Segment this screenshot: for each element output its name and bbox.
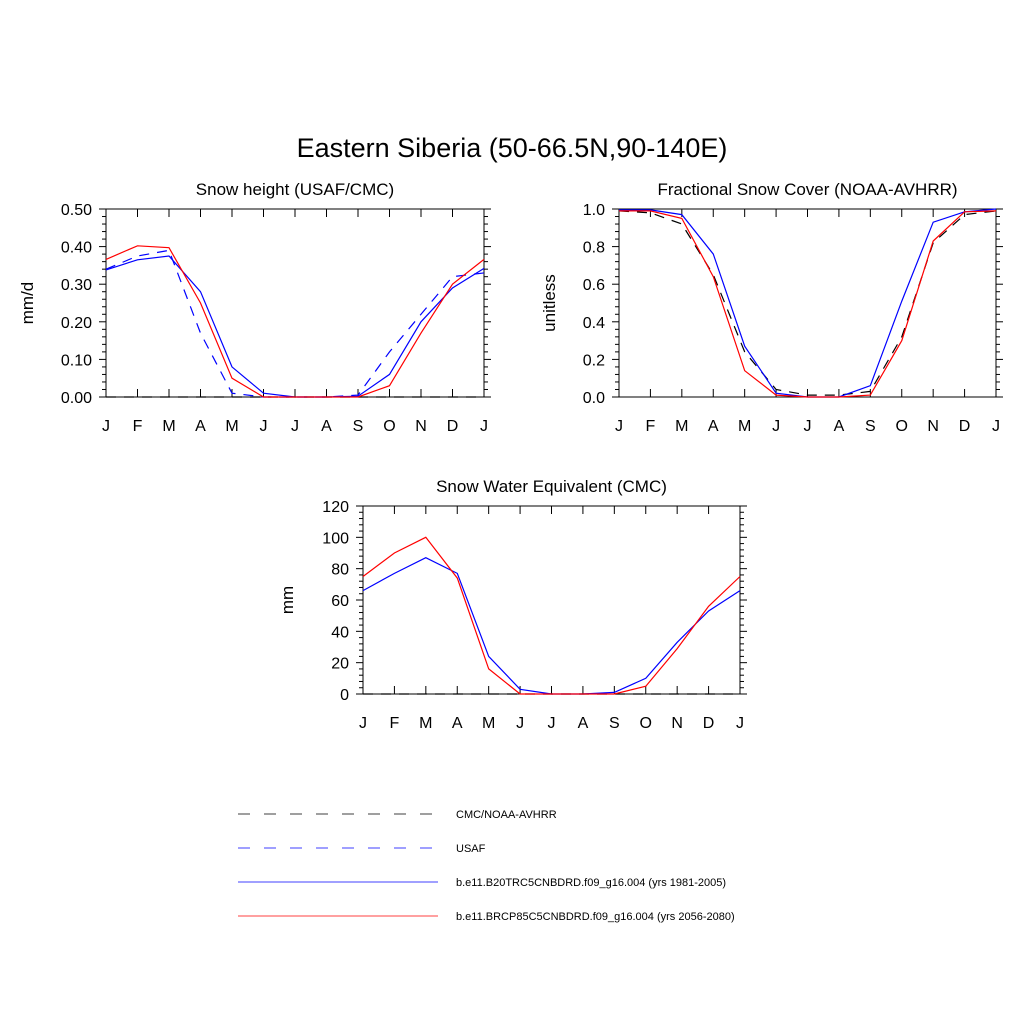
snow-height-xtick-label: N [415,418,427,435]
snow-height-xtick-label: O [383,418,395,435]
swe-ytick-label: 120 [322,499,349,516]
snow-height-xtick-label: J [480,418,488,435]
snow-cover-xtick-label: O [896,418,908,435]
snow-height-xtick-label: M [162,418,175,435]
snow-cover-panel: Fractional Snow Cover (NOAA-AVHRR) unitle… [540,180,1003,435]
snow-height-xtick-label: J [291,418,299,435]
snow-cover-title: Fractional Snow Cover (NOAA-AVHRR) [657,180,957,199]
swe-ylabel: mm [278,586,297,614]
snow-cover-ytick-label: 0.6 [583,277,605,294]
swe-ytick-label: 20 [331,656,349,673]
legend-label-usaf: USAF [456,843,486,855]
swe-xtick-label: A [578,715,589,732]
snow-height-ytick-label: 0.30 [61,277,92,294]
snow-height-panel: Snow height (USAF/CMC)mm/dJ F M A M J J A S O N D J0… [18,180,491,435]
snow-cover-xtick-label: J [992,418,1000,435]
swe-series-line [362,557,741,695]
snow-cover-ytick-label: 0.0 [583,390,605,407]
swe-panel: Snow Water Equivalent (CMC) mm J F M A M J J A S O N… [278,477,747,732]
snow-height-xtick-label: J [102,418,110,435]
snow-cover-series-line [618,210,997,396]
snow-cover-series-line [619,210,997,398]
snow-height-frame [105,208,485,398]
swe-xtick-label: J [548,715,556,732]
snow-height-ytick-label: 0.40 [61,240,92,257]
snow-cover-ylabel: unitless [540,274,559,332]
swe-xtick-label: A [452,715,463,732]
snow-cover-xtick-label: J [615,418,623,435]
swe-ytick-label: 100 [322,530,349,547]
snow-height-xtick-label: J [260,418,268,435]
snow-height-xtick-label: M [225,418,238,435]
swe-series-line [362,536,741,695]
legend-label-cmc: CMC/NOAA-AVHRR [456,809,557,821]
snow-height-xtick-label: S [353,418,364,435]
snow-height-ytick-label: 0.00 [61,390,92,407]
legend-label-rcp: b.e11.BRCP85C5CNBDRD.f09_g16.004 (yrs 20… [456,911,735,923]
snow-cover-xtick-label: A [834,418,845,435]
swe-xtick-label: D [703,715,715,732]
swe-ytick-label: 60 [331,593,349,610]
snow-height-ytick-label: 0.10 [61,352,92,369]
snow-cover-xtick-label: N [927,418,939,435]
snow-height-xtick-label: F [133,418,143,435]
snow-cover-xtick-label: F [646,418,656,435]
snow-height-ytick-label: 0.20 [61,315,92,332]
swe-xtick-label: M [419,715,432,732]
swe-ytick-label: 40 [331,624,349,641]
swe-ytick-label: 80 [331,562,349,579]
snow-height-xtick-label: A [195,418,206,435]
snow-cover-xtick-label: D [959,418,971,435]
legend-label-hist: b.e11.B20TRC5CNBDRD.f09_g16.004 (yrs 198… [456,877,726,889]
snow-height-series-line [105,249,485,398]
snow-cover-xtick-label: M [738,418,751,435]
swe-xtick-label: J [736,715,744,732]
snow-height-title: Snow height (USAF/CMC) [196,180,394,199]
snow-height-xtick-label: D [447,418,459,435]
snow-cover-ytick-label: 0.2 [583,352,605,369]
snow-height-xtick-label: A [321,418,332,435]
snow-height-ylabel: mm/d [18,282,37,325]
swe-xtick-label: O [640,715,652,732]
snow-height-series-line [105,255,485,398]
legend: CMC/NOAA-AVHRR USAF b.e11.B20TRC5CNBDRD.f0… [238,809,735,923]
snow-cover-ytick-label: 1.0 [583,202,605,219]
swe-frame [362,505,741,695]
snow-cover-xtick-label: M [675,418,688,435]
figure-title: Eastern Siberia (50-66.5N,90-140E) [297,133,728,163]
snow-height-ytick-label: 0.50 [61,202,92,219]
snow-cover-xtick-label: J [772,418,780,435]
swe-xtick-label: M [482,715,495,732]
swe-title: Snow Water Equivalent (CMC) [436,477,667,496]
swe-xtick-label: J [359,715,367,732]
snow-cover-xtick-label: S [865,418,876,435]
snow-height-series-line [105,245,485,398]
snow-cover-xtick-label: J [804,418,812,435]
swe-xtick-label: J [516,715,524,732]
swe-ytick-label: 0 [340,687,349,704]
swe-xtick-label: N [671,715,683,732]
snow-cover-xtick-label: A [708,418,719,435]
swe-xtick-label: S [609,715,620,732]
snow-cover-ytick-label: 0.4 [583,315,605,332]
snow-cover-ytick-label: 0.8 [583,240,605,257]
swe-xtick-label: F [390,715,400,732]
